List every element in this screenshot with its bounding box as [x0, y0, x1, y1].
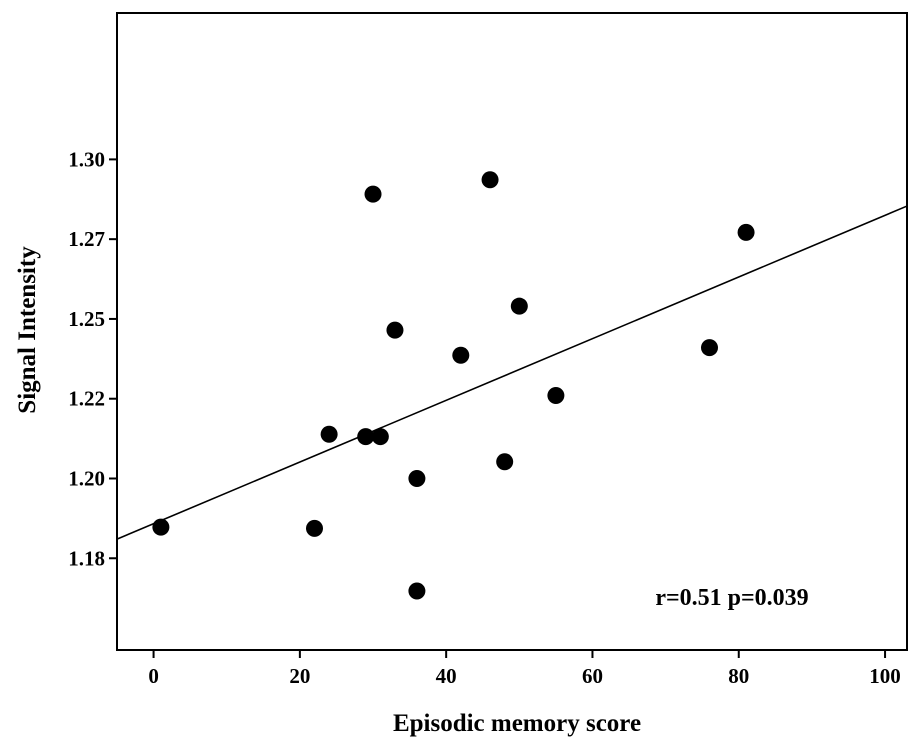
annotation-text: r=0.51 p=0.039 — [655, 585, 808, 611]
data-point — [364, 185, 382, 203]
data-point — [496, 453, 514, 471]
data-point — [152, 518, 170, 536]
y-tick-label: 1.18 — [68, 546, 105, 570]
y-tick-label: 1.27 — [68, 227, 105, 251]
data-point — [547, 387, 565, 405]
data-point — [386, 321, 404, 339]
data-point — [481, 171, 499, 189]
y-tick-label: 1.22 — [68, 387, 105, 411]
x-axis: 0 20 40 60 80 100 — [148, 650, 901, 688]
data-point — [320, 425, 338, 443]
y-tick-label: 1.25 — [68, 307, 105, 331]
data-point — [357, 428, 375, 446]
data-point — [408, 582, 426, 600]
x-tick-label: 80 — [728, 664, 749, 688]
x-tick-label: 0 — [148, 664, 159, 688]
x-tick-label: 60 — [582, 664, 603, 688]
y-axis: 1.18 1.20 1.22 1.25 1.27 1.30 — [68, 147, 117, 570]
x-tick-label: 100 — [869, 664, 901, 688]
y-tick-label: 1.20 — [68, 466, 105, 490]
data-point — [371, 428, 389, 446]
data-point — [408, 469, 426, 487]
data-point — [737, 223, 755, 241]
data-point — [306, 519, 323, 537]
x-tick-label: 20 — [289, 664, 310, 688]
y-axis-title: Signal Intensity — [14, 246, 41, 414]
regression-line — [116, 205, 908, 540]
data-point — [452, 346, 470, 364]
data-point — [701, 339, 718, 357]
y-tick-label: 1.30 — [68, 147, 105, 171]
plot-frame — [116, 12, 908, 651]
x-axis-title: Episodic memory score — [393, 710, 641, 737]
data-point — [510, 297, 528, 315]
data-points — [152, 171, 755, 600]
x-tick-label: 40 — [436, 664, 457, 688]
